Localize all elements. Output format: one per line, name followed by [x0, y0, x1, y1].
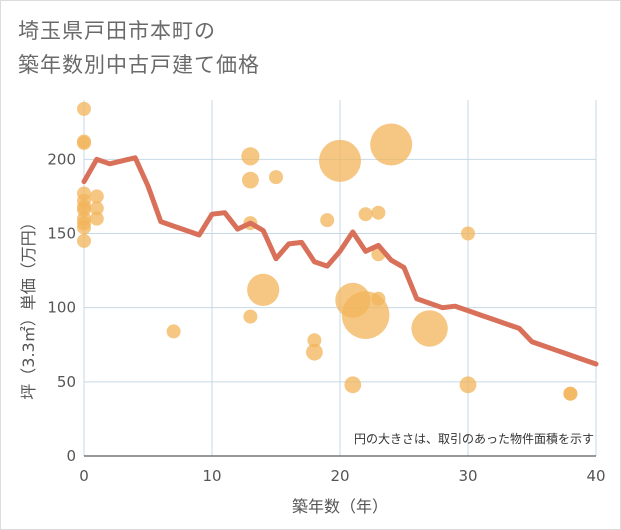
bubble-point [344, 376, 362, 394]
trend-line-group [81, 155, 599, 367]
x-axis-label: 築年数（年） [292, 497, 388, 516]
chart-title-line2: 築年数別中古戸建て価格 [18, 53, 260, 77]
trend-line [81, 155, 599, 367]
tick-labels: 0 10 20 30 40 0 50 100 150 200 [47, 150, 605, 485]
y-tick-label: 0 [66, 447, 76, 465]
chart-title: 埼玉県戸田市本町の 築年数別中古戸建て価格 [18, 14, 260, 82]
size-note: 円の大きさは、取引のあった物件面積を示す [354, 431, 594, 446]
y-axis-label: 坪（3.3㎡）単価（万円） [19, 214, 38, 399]
chart-title-line1: 埼玉県戸田市本町の [18, 19, 216, 43]
bubble-point [77, 233, 91, 248]
bubble-point [89, 211, 104, 226]
bubble-point [77, 101, 91, 116]
bubble-point [166, 324, 181, 339]
bubble-point [461, 226, 475, 241]
y-tick-label: 100 [47, 299, 76, 317]
bubble-point [89, 189, 104, 204]
bubble-point [241, 147, 260, 166]
bubble-point [563, 386, 578, 401]
bubble-point [320, 213, 335, 228]
x-tick-label: 10 [202, 467, 221, 485]
bubble-point [247, 273, 280, 306]
bubble-point [319, 139, 361, 182]
bubble-series [77, 101, 578, 401]
bubble-point [411, 310, 448, 347]
bubble-point [306, 343, 323, 361]
x-tick-label: 40 [586, 467, 605, 485]
bubble-point [371, 291, 386, 306]
x-tick-label: 20 [330, 467, 349, 485]
bubble-point [269, 170, 283, 185]
bubble-point [307, 333, 322, 348]
bubble-point [77, 220, 91, 235]
bubble-point [459, 376, 477, 394]
bubble-point [89, 201, 104, 216]
y-tick-label: 150 [47, 225, 76, 243]
x-tick-label: 0 [79, 467, 89, 485]
bubble-point [77, 136, 91, 151]
x-tick-label: 30 [458, 467, 477, 485]
bubble-point [243, 309, 258, 324]
bubble-point [242, 171, 259, 189]
bubble-point [358, 207, 373, 222]
y-tick-label: 200 [47, 150, 76, 168]
bubble-point [370, 123, 413, 166]
y-tick-label: 50 [57, 373, 76, 391]
bubble-point [371, 205, 386, 220]
